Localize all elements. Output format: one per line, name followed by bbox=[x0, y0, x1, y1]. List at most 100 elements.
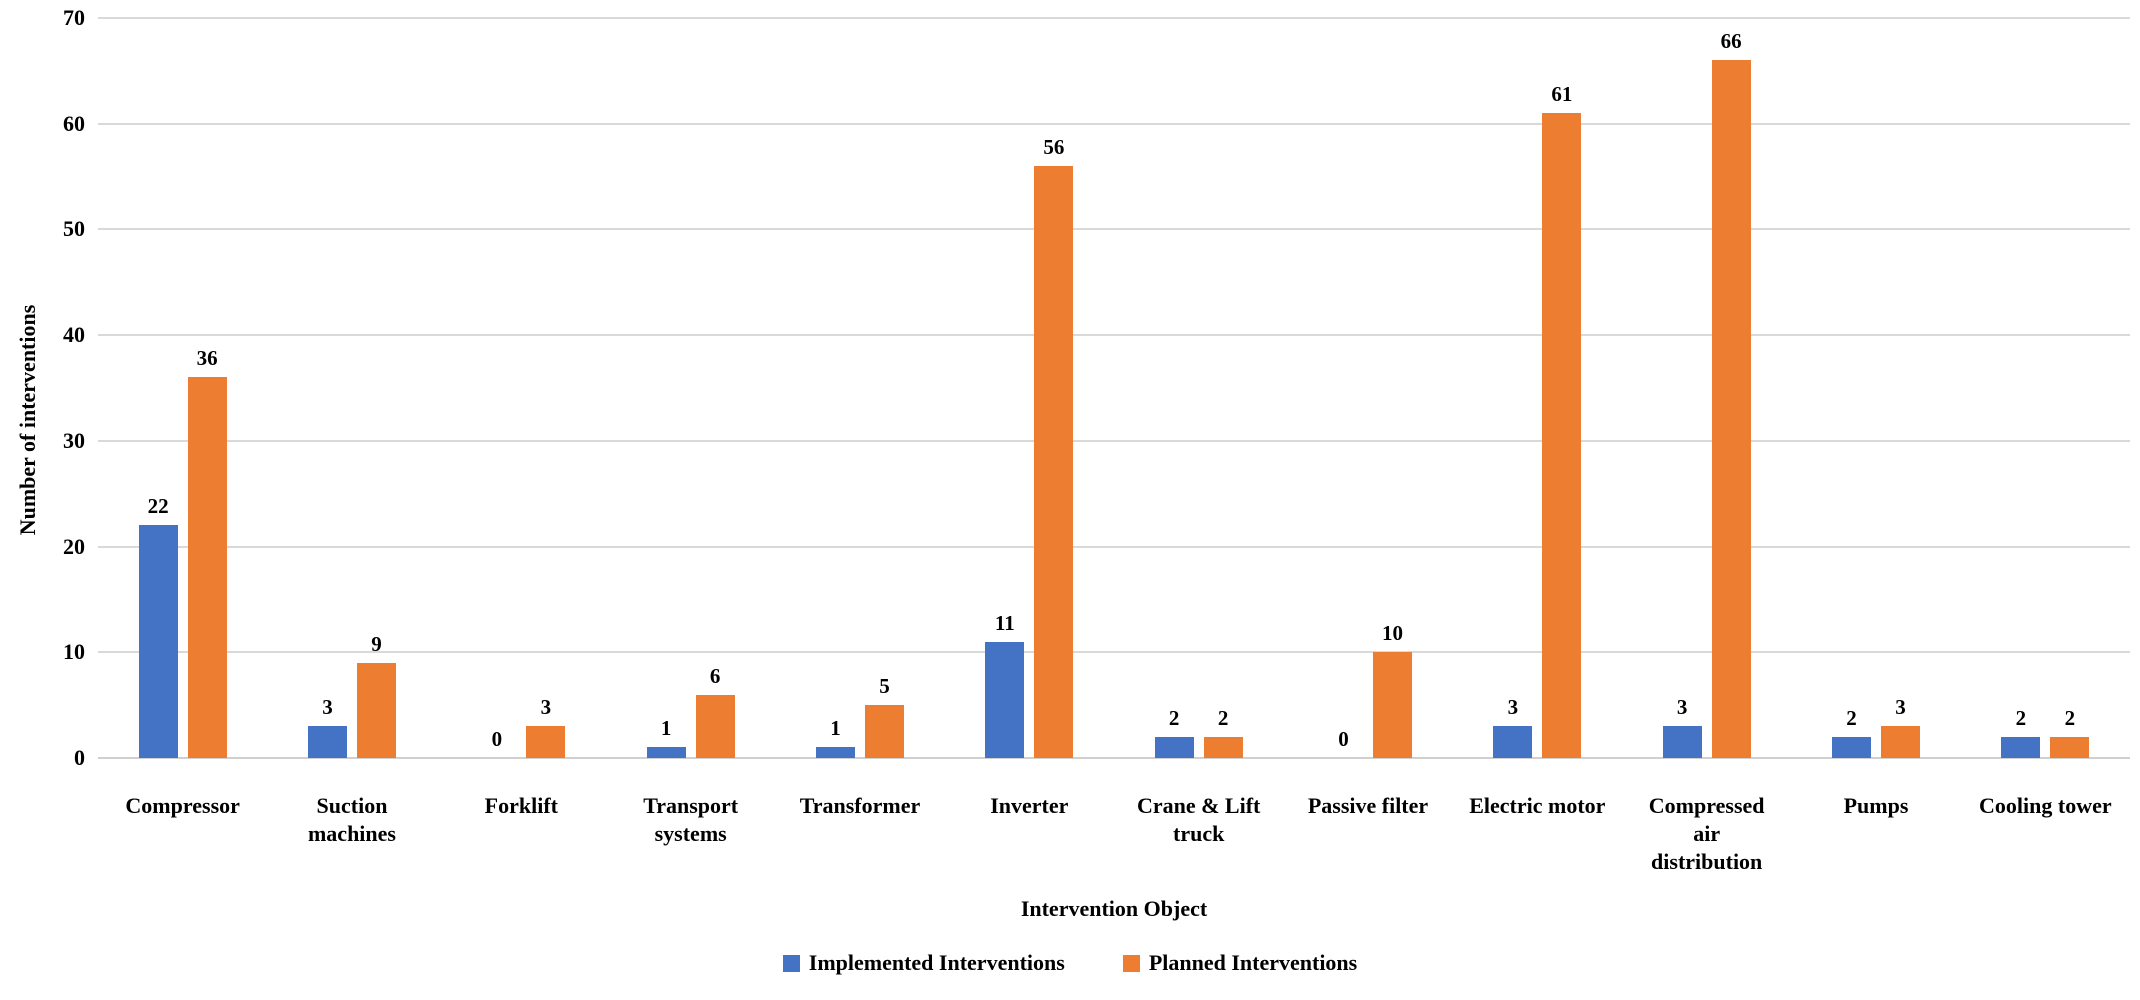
bar-planned-8 bbox=[1542, 113, 1582, 758]
data-label-planned-5: 56 bbox=[1043, 135, 1065, 159]
x-axis-title: Intervention Object bbox=[1020, 896, 1208, 921]
x-tick-label-8: Electric motor bbox=[1453, 792, 1622, 820]
bar-planned-6 bbox=[1203, 736, 1243, 758]
gridline bbox=[98, 757, 2130, 759]
bar-implemented-6 bbox=[1154, 736, 1194, 758]
data-label-implemented-6: 2 bbox=[1168, 705, 1180, 730]
x-tick-label-7: Passive filter bbox=[1283, 792, 1452, 820]
bar-planned-7 bbox=[1373, 652, 1412, 758]
x-tick-line: systems bbox=[654, 821, 727, 846]
data-label-planned-2: 3 bbox=[540, 695, 552, 720]
data-label-planned-3: 6 bbox=[709, 663, 721, 688]
bar-implemented-1 bbox=[308, 726, 347, 758]
x-tick-label-4: Transformer bbox=[775, 792, 944, 820]
x-tick-line: Transport bbox=[643, 793, 739, 818]
data-label-planned-4: 5 bbox=[879, 674, 890, 699]
x-tick-label-9: Compressed air distribution bbox=[1622, 792, 1791, 876]
x-tick-line: Electric motor bbox=[1469, 793, 1606, 818]
gridline bbox=[98, 439, 2130, 442]
bar-planned-9 bbox=[1711, 60, 1751, 758]
bar-implemented-3 bbox=[646, 747, 686, 758]
data-label-planned-10: 3 bbox=[1895, 695, 1906, 720]
x-tick-label-5: Inverter bbox=[945, 792, 1114, 820]
bar-implemented-10 bbox=[1832, 736, 1871, 758]
bar-planned-5 bbox=[1034, 166, 1074, 758]
x-tick-line: truck bbox=[1173, 821, 1225, 846]
bar-planned-0 bbox=[187, 377, 227, 758]
x-tick-label-0: Compressor bbox=[98, 792, 267, 820]
bar-implemented-8 bbox=[1493, 726, 1533, 758]
x-tick-line: distribution bbox=[1651, 849, 1763, 874]
bar-planned-1 bbox=[357, 662, 396, 758]
bar-implemented-0 bbox=[138, 525, 178, 758]
x-tick-label-6: Crane & Lift truck bbox=[1114, 792, 1283, 848]
x-tick-line: Cooling tower bbox=[1979, 793, 2112, 818]
bar-planned-10 bbox=[1881, 726, 1920, 758]
legend-label: Implemented Interventions bbox=[808, 950, 1065, 975]
gridline bbox=[98, 334, 2130, 337]
y-tick-label: 30 bbox=[63, 427, 85, 453]
data-label-planned-0: 36 bbox=[196, 346, 218, 371]
data-label-planned-11: 2 bbox=[2064, 705, 2076, 730]
gridline bbox=[98, 545, 2130, 548]
data-label-implemented-4: 1 bbox=[830, 716, 841, 741]
legend: Implemented Interventions Planned Interve… bbox=[0, 950, 2140, 976]
legend-swatch-icon bbox=[782, 954, 800, 972]
x-tick-label-10: Pumps bbox=[1791, 792, 1960, 820]
gridline bbox=[98, 17, 2130, 19]
bar-planned-2 bbox=[526, 726, 566, 758]
x-tick-line: Transformer bbox=[799, 793, 921, 818]
y-tick-label: 60 bbox=[63, 110, 85, 136]
bar-implemented-5 bbox=[985, 641, 1025, 758]
y-tick-label: 50 bbox=[63, 216, 85, 242]
x-tick-line: Pumps bbox=[1843, 793, 1909, 818]
gridline bbox=[98, 228, 2130, 231]
x-tick-label-1: Suction machines bbox=[267, 792, 436, 848]
x-tick-label-3: Transport systems bbox=[606, 792, 775, 848]
data-label-planned-6: 2 bbox=[1217, 705, 1229, 730]
data-label-implemented-1: 3 bbox=[322, 695, 333, 720]
data-label-planned-7: 10 bbox=[1382, 621, 1403, 646]
y-tick-label: 40 bbox=[63, 322, 85, 348]
y-tick-label: 70 bbox=[63, 5, 85, 30]
x-tick-label-2: Forklift bbox=[437, 792, 606, 820]
legend-item-implemented: Implemented Interventions bbox=[782, 950, 1065, 976]
bar-implemented-4 bbox=[816, 747, 855, 758]
x-tick-line: Passive filter bbox=[1307, 793, 1429, 818]
x-tick-line: Forklift bbox=[484, 793, 558, 818]
legend-item-planned: Planned Interventions bbox=[1122, 950, 1358, 976]
bar-implemented-9 bbox=[1662, 726, 1702, 758]
data-label-planned-9: 66 bbox=[1720, 29, 1742, 54]
data-label-implemented-5: 11 bbox=[994, 610, 1015, 635]
x-tick-line: machines bbox=[307, 821, 396, 846]
x-tick-line: Compressor bbox=[125, 793, 240, 818]
x-tick-line: air bbox=[1693, 821, 1721, 846]
x-tick-line: Compressed bbox=[1648, 793, 1765, 818]
y-tick-label: 10 bbox=[63, 639, 85, 665]
data-label-implemented-8: 3 bbox=[1507, 695, 1519, 720]
bar-planned-3 bbox=[695, 694, 735, 758]
y-tick-label: 20 bbox=[63, 533, 85, 559]
data-label-implemented-2: 0 bbox=[491, 727, 503, 751]
data-label-implemented-10: 2 bbox=[1846, 705, 1857, 730]
bar-planned-11 bbox=[2050, 736, 2090, 758]
data-label-implemented-0: 22 bbox=[147, 494, 169, 519]
data-label-implemented-7: 0 bbox=[1338, 727, 1349, 751]
legend-swatch-icon bbox=[1122, 954, 1140, 972]
x-tick-line: Crane & Lift bbox=[1136, 793, 1261, 818]
bar-implemented-11 bbox=[2001, 736, 2041, 758]
x-tick-label-11: Cooling tower bbox=[1961, 792, 2130, 820]
gridline bbox=[98, 651, 2130, 654]
data-label-implemented-3: 1 bbox=[660, 716, 672, 741]
gridline bbox=[98, 122, 2130, 125]
x-tick-line: Inverter bbox=[990, 793, 1069, 818]
x-tick-line: Suction bbox=[316, 793, 388, 818]
legend-label: Planned Interventions bbox=[1148, 950, 1358, 975]
data-label-implemented-11: 2 bbox=[2015, 705, 2027, 730]
y-tick-label: 0 bbox=[74, 745, 85, 770]
bar-planned-4 bbox=[865, 705, 904, 758]
data-label-planned-8: 61 bbox=[1551, 82, 1573, 107]
data-label-implemented-9: 3 bbox=[1676, 695, 1688, 720]
data-label-planned-1: 9 bbox=[371, 631, 382, 656]
